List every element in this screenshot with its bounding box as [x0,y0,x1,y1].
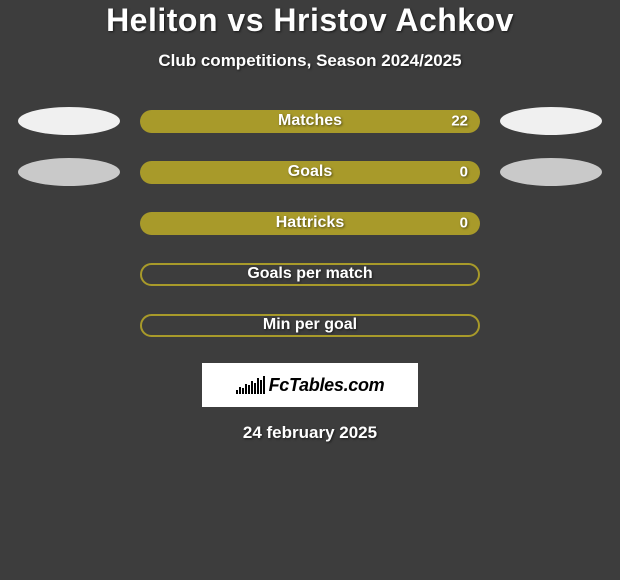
subtitle: Club competitions, Season 2024/2025 [158,51,461,71]
stat-value: 22 [451,113,468,130]
ellipse-left [18,158,120,186]
stat-label: Matches [278,112,342,130]
stat-bar: Min per goal [140,314,480,337]
page-title: Heliton vs Hristov Achkov [106,2,514,39]
stat-bar: Matches 22 [140,110,480,133]
ellipse-left [18,107,120,135]
ellipse-right [500,107,602,135]
stat-value: 0 [460,164,468,181]
stat-bar: Hattricks 0 [140,212,480,235]
stats-list: Matches 22 Goals 0 Hattricks 0 Goal [0,107,620,339]
comparison-card: Heliton vs Hristov Achkov Club competiti… [0,0,620,443]
stat-row-matches: Matches 22 [0,107,620,135]
stat-label: Min per goal [263,316,357,334]
stat-bar: Goals per match [140,263,480,286]
stat-label: Hattricks [276,214,344,232]
fctables-logo[interactable]: FcTables.com [202,363,418,407]
stat-label: Goals per match [247,265,372,283]
stat-row-goals-per-match: Goals per match [0,260,620,288]
logo-text: FcTables.com [269,375,385,396]
generated-date: 24 february 2025 [243,423,377,443]
bar-chart-icon [236,376,265,394]
stat-row-min-per-goal: Min per goal [0,311,620,339]
ellipse-right [500,158,602,186]
stat-bar: Goals 0 [140,161,480,184]
stat-row-hattricks: Hattricks 0 [0,209,620,237]
stat-value: 0 [460,215,468,232]
stat-row-goals: Goals 0 [0,158,620,186]
stat-label: Goals [288,163,332,181]
